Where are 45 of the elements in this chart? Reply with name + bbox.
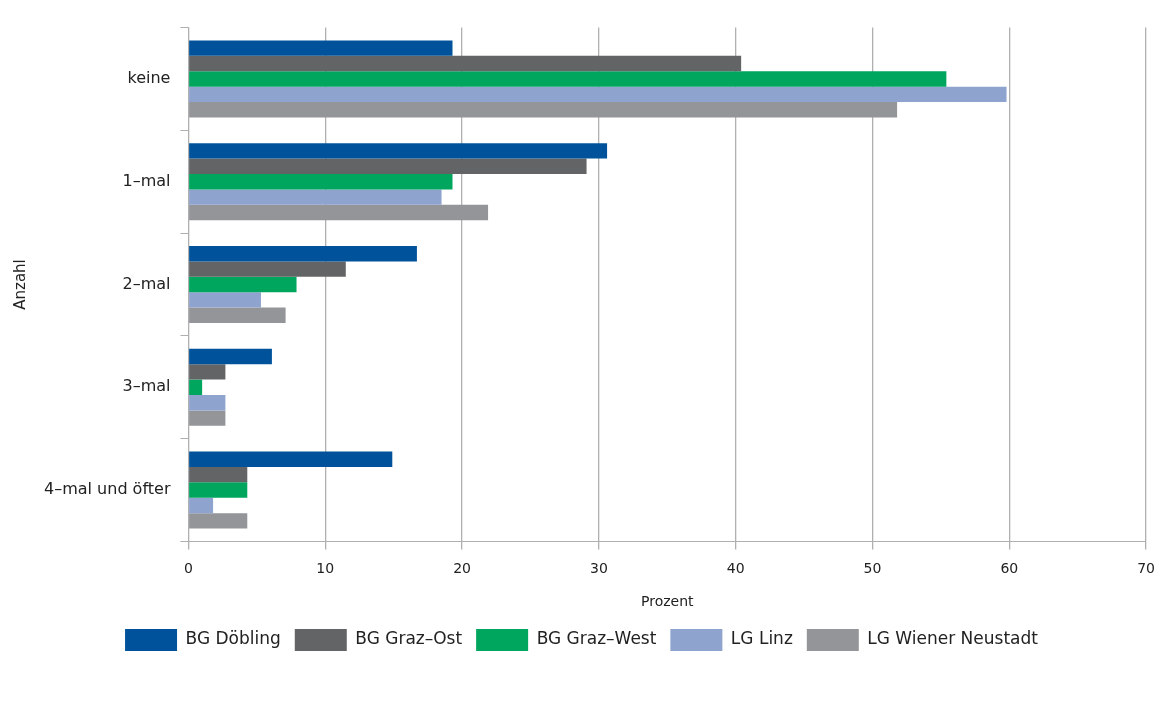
bar bbox=[189, 102, 898, 118]
bar bbox=[189, 261, 346, 277]
bar bbox=[189, 348, 272, 365]
y-axis-title: Anzahl bbox=[10, 259, 29, 310]
legend-label: LG Wiener Neustadt bbox=[867, 628, 1039, 649]
legend-label: LG Linz bbox=[730, 628, 793, 649]
x-tick-label: 10 bbox=[316, 560, 335, 577]
x-tick-label: 0 bbox=[184, 560, 193, 577]
x-tick-label: 60 bbox=[1000, 560, 1019, 577]
bar bbox=[189, 379, 203, 395]
legend-label: BG Döbling bbox=[185, 628, 281, 649]
bar bbox=[189, 482, 248, 498]
bar bbox=[189, 466, 248, 483]
bar bbox=[189, 143, 608, 159]
legend-label: BG Graz–West bbox=[536, 628, 657, 649]
bar bbox=[189, 513, 248, 529]
y-tick-label: keine bbox=[127, 68, 171, 88]
x-tick-label: 20 bbox=[453, 560, 471, 577]
bar bbox=[189, 71, 947, 87]
bar bbox=[189, 292, 261, 308]
y-tick-label: 3–mal bbox=[122, 376, 171, 396]
bar bbox=[189, 307, 286, 324]
bar bbox=[189, 174, 453, 190]
bar bbox=[189, 158, 587, 175]
bar bbox=[189, 245, 417, 262]
y-tick-label: 2–mal bbox=[122, 273, 171, 293]
bar bbox=[189, 394, 226, 411]
x-tick-label: 30 bbox=[589, 560, 608, 577]
x-tick-label: 40 bbox=[726, 560, 745, 577]
bar bbox=[189, 410, 226, 426]
bar bbox=[189, 55, 742, 72]
bar bbox=[189, 276, 297, 293]
x-axis-title: Prozent bbox=[641, 593, 695, 610]
bar bbox=[189, 40, 453, 56]
x-tick-label: 50 bbox=[863, 560, 882, 577]
bar bbox=[189, 189, 442, 205]
bar bbox=[189, 86, 1007, 103]
bar bbox=[189, 451, 393, 467]
bar bbox=[189, 204, 489, 221]
bar bbox=[189, 364, 226, 380]
y-tick-label: 1–mal bbox=[122, 170, 171, 190]
legend-label: BG Graz–Ost bbox=[355, 628, 463, 649]
bar bbox=[189, 497, 214, 514]
x-tick-label: 70 bbox=[1137, 560, 1156, 577]
y-tick-label: 4–mal und öfter bbox=[43, 479, 171, 499]
